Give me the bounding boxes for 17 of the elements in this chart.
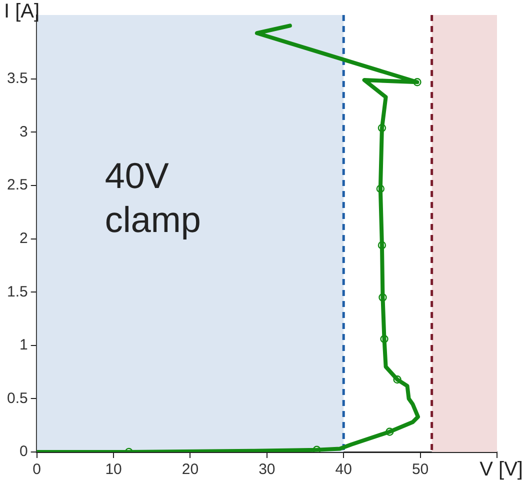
- x-axis-title: V [V]: [480, 458, 523, 481]
- y-tick-label: 3: [20, 123, 28, 140]
- y-tick-label: 0: [20, 443, 28, 460]
- y-tick-label: 2.5: [6, 176, 28, 194]
- y-tick-label: 0.5: [6, 390, 28, 407]
- y-tick-label: 3.5: [6, 70, 28, 88]
- x-tick-label: 40: [335, 461, 352, 478]
- y-axis-title: I [A]: [4, 0, 40, 23]
- y-tick-label: 1: [20, 336, 28, 354]
- x-tick-label: 20: [182, 461, 199, 478]
- x-tick-label: 30: [258, 461, 276, 478]
- x-tick-label: 0: [32, 461, 42, 478]
- y-tick-label: 2: [20, 230, 28, 247]
- x-tick-label: 10: [105, 461, 122, 478]
- band-label: 40V clamp: [104, 154, 201, 240]
- x-tick-label: 50: [412, 461, 429, 478]
- y-tick-label: 1.5: [6, 283, 28, 300]
